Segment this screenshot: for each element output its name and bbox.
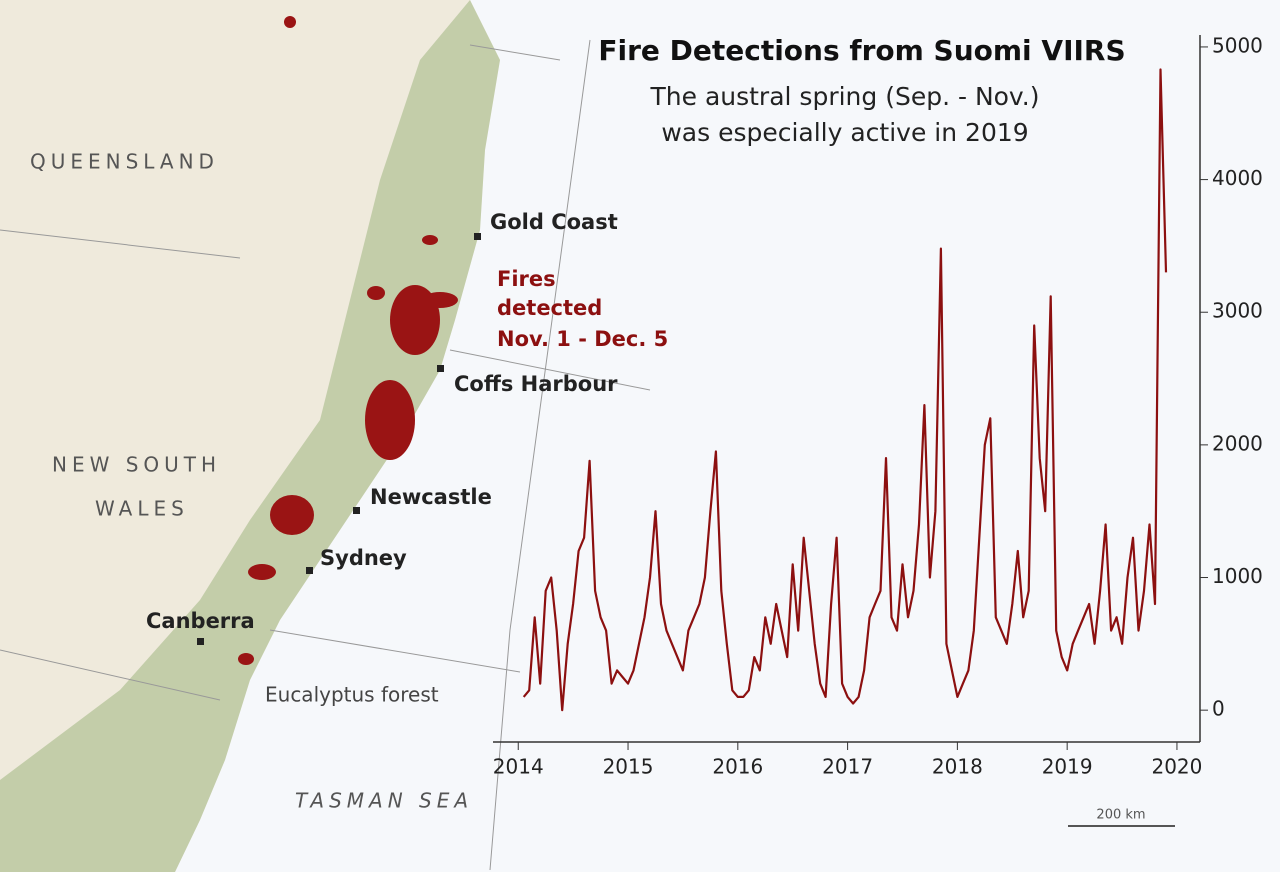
city-label: Coffs Harbour xyxy=(454,372,618,396)
forest-label: Eucalyptus forest xyxy=(265,683,439,707)
fire-patches xyxy=(238,16,458,665)
fires-label: detected xyxy=(497,296,602,320)
chart-subtitle: was especially active in 2019 xyxy=(661,118,1028,147)
chart-subtitle: The austral spring (Sep. - Nov.) xyxy=(650,82,1040,111)
x-tick-label: 2019 xyxy=(1042,755,1093,779)
city-dots xyxy=(197,233,481,645)
map-line xyxy=(0,39,651,871)
region-label: QUEENSLAND xyxy=(30,150,219,174)
fires-label: Fires xyxy=(497,267,556,291)
fires-label: Nov. 1 - Dec. 5 xyxy=(497,327,668,351)
x-tick-label: 2015 xyxy=(603,755,654,779)
region-label: WALES xyxy=(95,497,189,521)
chart-title: Fire Detections from Suomi VIIRS xyxy=(598,34,1125,67)
y-tick-label: 1000 xyxy=(1212,564,1263,588)
y-tick-label: 5000 xyxy=(1212,33,1263,57)
y-tick-label: 3000 xyxy=(1212,299,1263,323)
x-tick-label: 2016 xyxy=(712,755,763,779)
scale-bar xyxy=(1068,825,1175,827)
city-label: Newcastle xyxy=(370,485,492,509)
x-tick-label: 2014 xyxy=(493,755,544,779)
city-label: Sydney xyxy=(320,546,407,570)
x-tick-label: 2018 xyxy=(932,755,983,779)
y-tick-label: 2000 xyxy=(1212,431,1263,455)
sea-label: TASMAN SEA xyxy=(295,789,473,813)
city-label: Canberra xyxy=(146,609,255,633)
x-tick-label: 2017 xyxy=(822,755,873,779)
forest xyxy=(0,0,500,872)
city-label: Gold Coast xyxy=(490,210,618,234)
fire-line xyxy=(522,68,1168,712)
scale-label: 200 km xyxy=(1096,808,1145,823)
region-label: NEW SOUTH xyxy=(52,453,221,477)
y-tick-label: 0 xyxy=(1212,697,1225,721)
y-tick-label: 4000 xyxy=(1212,166,1263,190)
x-tick-label: 2020 xyxy=(1151,755,1202,779)
